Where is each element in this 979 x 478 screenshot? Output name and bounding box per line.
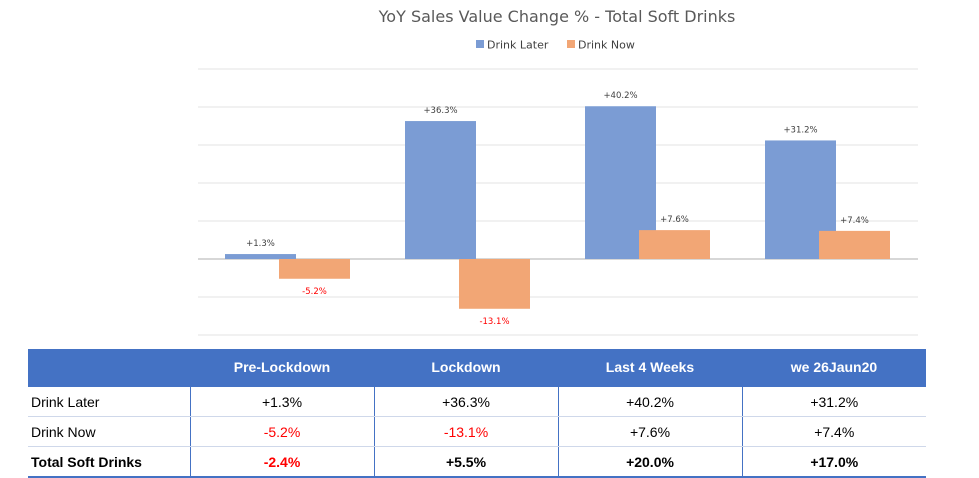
table-cell: +40.2% <box>557 385 742 417</box>
row-label: Drink Later <box>28 385 190 417</box>
table-header-row: Pre-Lockdown Lockdown Last 4 Weeks we 26… <box>28 349 926 386</box>
summary-table: Pre-Lockdown Lockdown Last 4 Weeks we 26… <box>28 349 926 478</box>
row-label: Drink Now <box>28 416 190 447</box>
legend-label-drink-later: Drink Later <box>487 39 549 52</box>
data-label: +1.3% <box>246 239 275 249</box>
table-cell: +17.0% <box>741 446 926 478</box>
data-label: +36.3% <box>423 106 457 116</box>
bar-drink-now-2 <box>639 230 710 259</box>
data-label: +31.2% <box>783 125 817 135</box>
chart: YoY Sales Value Change % - Total Soft Dr… <box>198 7 918 336</box>
data-label: +40.2% <box>603 91 637 101</box>
legend-swatch-drink-later <box>476 40 484 48</box>
table-row-drink-now: Drink Now -5.2% -13.1% +7.6% +7.4% <box>28 416 926 447</box>
legend-swatch-drink-now <box>567 40 575 48</box>
bar-drink-later-1 <box>405 121 476 259</box>
bar-drink-later-0 <box>225 254 296 259</box>
bar-drink-now-1 <box>459 259 530 309</box>
table-cell: +7.4% <box>741 416 926 447</box>
table-row-total-soft-drinks: Total Soft Drinks -2.4% +5.5% +20.0% +17… <box>28 446 926 478</box>
bar-drink-now-3 <box>819 230 890 259</box>
table-header-last-4-weeks: Last 4 Weeks <box>558 349 742 386</box>
table-cell: -13.1% <box>373 416 558 447</box>
table-row-drink-later: Drink Later +1.3% +36.3% +40.2% +31.2% <box>28 385 926 417</box>
table-cell: +36.3% <box>373 385 558 417</box>
table-cell: -2.4% <box>189 446 374 478</box>
legend-label-drink-now: Drink Now <box>578 39 635 52</box>
table-cell: +31.2% <box>741 385 926 417</box>
table-cell: -5.2% <box>189 416 374 447</box>
data-label: +7.6% <box>660 215 689 225</box>
chart-legend: Drink Later Drink Now <box>476 39 635 52</box>
table-cell: +1.3% <box>189 385 374 417</box>
table-cell: +7.6% <box>557 416 742 447</box>
table-cell: +5.5% <box>373 446 558 478</box>
data-label: -5.2% <box>302 287 327 297</box>
chart-title: YoY Sales Value Change % - Total Soft Dr… <box>378 7 736 26</box>
bar-drink-now-0 <box>279 259 350 279</box>
data-label: -13.1% <box>479 317 509 327</box>
table-header-we-26jaun20: we 26Jaun20 <box>742 349 926 386</box>
row-label: Total Soft Drinks <box>28 446 190 478</box>
table-cell: +20.0% <box>557 446 742 478</box>
table-header-pre-lockdown: Pre-Lockdown <box>190 349 374 386</box>
table-header-empty <box>28 349 190 386</box>
chart-bars <box>225 106 890 309</box>
chart-data-labels: +1.3% -5.2% +36.3% -13.1% +40.2% +7.6% +31.2% +… <box>246 91 869 327</box>
table-header-lockdown: Lockdown <box>374 349 558 386</box>
data-label: +7.4% <box>840 216 869 226</box>
